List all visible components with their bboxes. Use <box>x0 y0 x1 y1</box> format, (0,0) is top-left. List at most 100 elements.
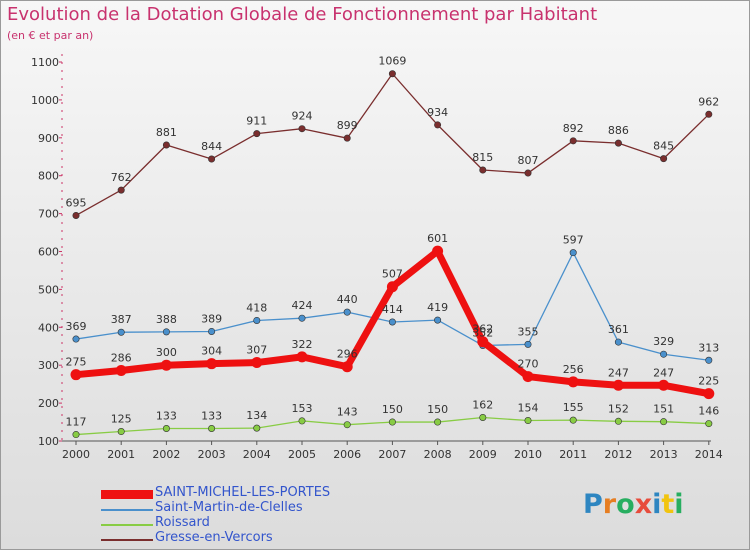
data-point-saint-martin-de-clelles <box>298 314 306 322</box>
data-point-roissard <box>434 418 442 426</box>
data-label-gresse-en-vercors: 892 <box>563 122 584 135</box>
data-label-saint-michel-les-portes: 270 <box>518 358 539 371</box>
y-tick-label: 400 <box>38 321 59 334</box>
data-point-saint-martin-de-clelles <box>208 327 216 335</box>
data-label-roissard: 150 <box>382 403 403 416</box>
data-point-saint-michel-les-portes <box>658 379 670 391</box>
y-tick-label: 800 <box>38 170 59 183</box>
data-label-gresse-en-vercors: 934 <box>427 106 448 119</box>
data-point-gresse-en-vercors <box>298 125 306 133</box>
data-label-saint-michel-les-portes: 507 <box>382 268 403 281</box>
data-point-saint-michel-les-portes <box>522 371 534 383</box>
legend-swatch <box>101 524 153 526</box>
data-label-gresse-en-vercors: 1069 <box>378 55 406 68</box>
y-tick-label: 200 <box>38 397 59 410</box>
data-label-saint-martin-de-clelles: 388 <box>156 313 177 326</box>
data-label-roissard: 154 <box>518 402 539 415</box>
axes: 100 200 300 400 500 600 700 800 900 1000 1100 2000 2… <box>31 54 723 461</box>
logo-letter: o <box>616 489 635 520</box>
x-tick-label: 2007 <box>378 448 406 461</box>
data-point-saint-martin-de-clelles <box>614 338 622 346</box>
x-tick-label: 2003 <box>198 448 226 461</box>
data-point-gresse-en-vercors <box>117 186 125 194</box>
data-label-saint-michel-les-portes: 225 <box>698 375 719 388</box>
data-point-gresse-en-vercors <box>162 141 170 149</box>
data-label-gresse-en-vercors: 845 <box>653 140 674 153</box>
data-label-roissard: 155 <box>563 401 584 414</box>
data-label-saint-michel-les-portes: 304 <box>201 345 222 358</box>
data-point-gresse-en-vercors <box>479 166 487 174</box>
y-tick-label: 700 <box>38 208 59 221</box>
logo-letter: P <box>583 489 603 520</box>
data-point-saint-michel-les-portes <box>70 369 82 381</box>
line-chart: 100 200 300 400 500 600 700 800 900 1000 1100 2000 2… <box>31 54 723 461</box>
data-label-roissard: 125 <box>111 413 132 426</box>
x-tick-label: 2009 <box>469 448 497 461</box>
data-label-gresse-en-vercors: 815 <box>472 151 493 164</box>
data-label-roissard: 162 <box>472 399 493 412</box>
data-labels-layer: 369 387 388 389 418 424 440 414 419 352 355 597 361 3… <box>66 55 720 429</box>
data-point-saint-michel-les-portes <box>432 245 444 257</box>
y-tick-label: 600 <box>38 246 59 259</box>
legend-swatch <box>101 490 153 499</box>
x-tick-label: 2001 <box>107 448 135 461</box>
data-point-saint-martin-de-clelles <box>705 356 713 364</box>
x-tick-label: 2011 <box>559 448 587 461</box>
series-line-gresse-en-vercors <box>75 73 710 217</box>
data-label-saint-michel-les-portes: 300 <box>156 346 177 359</box>
data-point-saint-michel-les-portes <box>703 388 715 400</box>
data-point-saint-martin-de-clelles <box>253 316 261 324</box>
data-label-saint-martin-de-clelles: 313 <box>698 341 719 354</box>
legend-label: Gresse-en-Vercors <box>155 530 273 545</box>
data-label-roissard: 152 <box>608 402 629 415</box>
data-label-saint-michel-les-portes: 256 <box>563 363 584 376</box>
data-label-saint-martin-de-clelles: 414 <box>382 303 403 316</box>
data-label-roissard: 117 <box>66 416 87 429</box>
legend-label: Roissard <box>155 515 210 530</box>
chart-subtitle: (en € et par an) <box>7 29 94 42</box>
data-point-roissard <box>388 418 396 426</box>
data-point-saint-martin-de-clelles <box>434 316 442 324</box>
data-point-gresse-en-vercors <box>524 169 532 177</box>
x-tick-label: 2014 <box>695 448 723 461</box>
data-label-saint-michel-les-portes: 275 <box>66 356 87 369</box>
chart-title: Evolution de la Dotation Globale de Fonc… <box>7 4 598 25</box>
data-point-roissard <box>117 428 125 436</box>
data-point-roissard <box>660 418 668 426</box>
x-tick-label: 2004 <box>243 448 271 461</box>
x-tick-label: 2013 <box>650 448 678 461</box>
data-label-saint-michel-les-portes: 362 <box>472 323 493 336</box>
data-point-gresse-en-vercors <box>253 130 261 138</box>
data-label-saint-michel-les-portes: 247 <box>653 366 674 379</box>
data-label-gresse-en-vercors: 962 <box>698 95 719 108</box>
data-label-saint-martin-de-clelles: 424 <box>292 299 313 312</box>
data-label-gresse-en-vercors: 881 <box>156 126 177 139</box>
data-point-saint-martin-de-clelles <box>343 308 351 316</box>
series-layer <box>70 70 715 439</box>
data-point-roissard <box>72 431 80 439</box>
data-label-roissard: 133 <box>201 409 222 422</box>
data-label-gresse-en-vercors: 844 <box>201 140 222 153</box>
data-label-saint-michel-les-portes: 286 <box>111 352 132 365</box>
data-label-saint-martin-de-clelles: 352 <box>472 326 493 339</box>
data-label-saint-martin-de-clelles: 369 <box>66 320 87 333</box>
data-label-roissard: 133 <box>156 409 177 422</box>
data-point-saint-michel-les-portes <box>160 359 172 371</box>
data-point-roissard <box>569 416 577 424</box>
data-point-saint-michel-les-portes <box>115 365 127 377</box>
data-label-saint-martin-de-clelles: 418 <box>246 301 267 314</box>
y-tick-label: 500 <box>38 283 59 296</box>
data-label-saint-martin-de-clelles: 329 <box>653 335 674 348</box>
data-point-saint-martin-de-clelles <box>388 318 396 326</box>
data-label-roissard: 146 <box>698 405 719 418</box>
y-tick-label: 900 <box>38 132 59 145</box>
data-point-saint-michel-les-portes <box>206 358 218 370</box>
data-label-gresse-en-vercors: 762 <box>111 171 132 184</box>
data-point-roissard <box>524 417 532 425</box>
data-point-gresse-en-vercors <box>208 155 216 163</box>
data-label-gresse-en-vercors: 899 <box>337 119 358 132</box>
data-label-saint-michel-les-portes: 601 <box>427 232 448 245</box>
logo-letter: i <box>652 489 662 520</box>
data-point-saint-michel-les-portes <box>341 361 353 373</box>
data-point-gresse-en-vercors <box>343 134 351 142</box>
